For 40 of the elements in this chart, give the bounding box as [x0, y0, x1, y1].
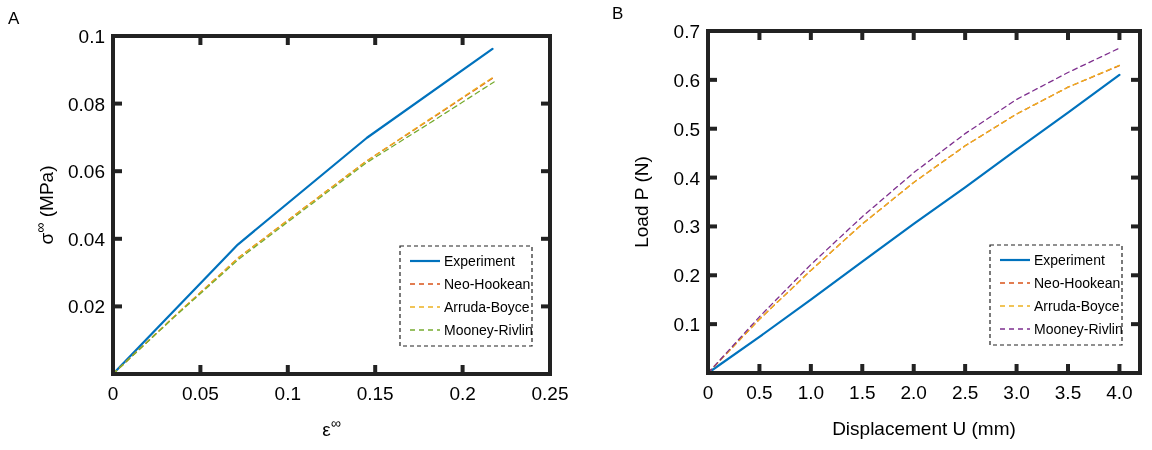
y-tick-label: 0.2: [673, 265, 700, 287]
y-axis-title: Load P (N): [631, 156, 652, 248]
x-axis-title: ε$^{∞}$: [322, 415, 341, 440]
x-tick-label: 0.1: [274, 383, 302, 404]
legend-label: Neo-Hookean: [444, 276, 531, 292]
x-tick-label: 0.2: [449, 383, 476, 404]
y-tick-label: 0.3: [673, 216, 700, 238]
x-tick-label: 4.0: [1106, 382, 1133, 403]
y-tick-label: 0.4: [673, 167, 701, 189]
y-tick-label: 0.7: [673, 21, 700, 42]
chart-title: A: [8, 9, 20, 28]
legend-label: Arruda-Boyce: [444, 299, 530, 315]
y-tick-label: 0.1: [78, 26, 105, 47]
x-tick-label: 0.15: [356, 383, 394, 404]
y-tick-label: 0.06: [68, 161, 105, 183]
x-tick-label: 0.5: [746, 382, 773, 403]
legend-label: Mooney-Rivlin: [1034, 321, 1123, 337]
x-tick-label: 0: [702, 382, 714, 403]
x-tick-label: 2.5: [951, 382, 979, 403]
y-tick-label: 0.04: [68, 228, 106, 250]
chart-title: B: [612, 4, 624, 23]
y-tick-label: 0.5: [673, 118, 700, 140]
x-axis-title: Displacement U (mm): [832, 418, 1016, 439]
y-tick-label: 0.02: [68, 296, 105, 318]
x-tick-label: 3.5: [1054, 382, 1082, 403]
legend-label: Experiment: [444, 253, 515, 269]
x-tick-label: 0.05: [181, 383, 219, 404]
y-tick-label: 0.6: [673, 69, 700, 91]
legend-label: Neo-Hookean: [1034, 275, 1121, 291]
legend-label: Mooney-Rivlin: [444, 322, 533, 338]
legend-label: Arruda-Boyce: [1034, 298, 1120, 314]
y-tick-label: 0.1: [673, 314, 700, 336]
x-tick-label: 2.0: [900, 382, 927, 403]
x-tick-label: 3.0: [1003, 382, 1030, 403]
y-tick-label: 0.08: [68, 93, 105, 115]
x-tick-label: 0: [107, 383, 119, 404]
x-tick-label: 1.5: [849, 382, 876, 403]
x-tick-label: 0.25: [531, 383, 569, 404]
x-tick-label: 1.0: [797, 382, 825, 403]
legend-label: Experiment: [1034, 252, 1105, 268]
